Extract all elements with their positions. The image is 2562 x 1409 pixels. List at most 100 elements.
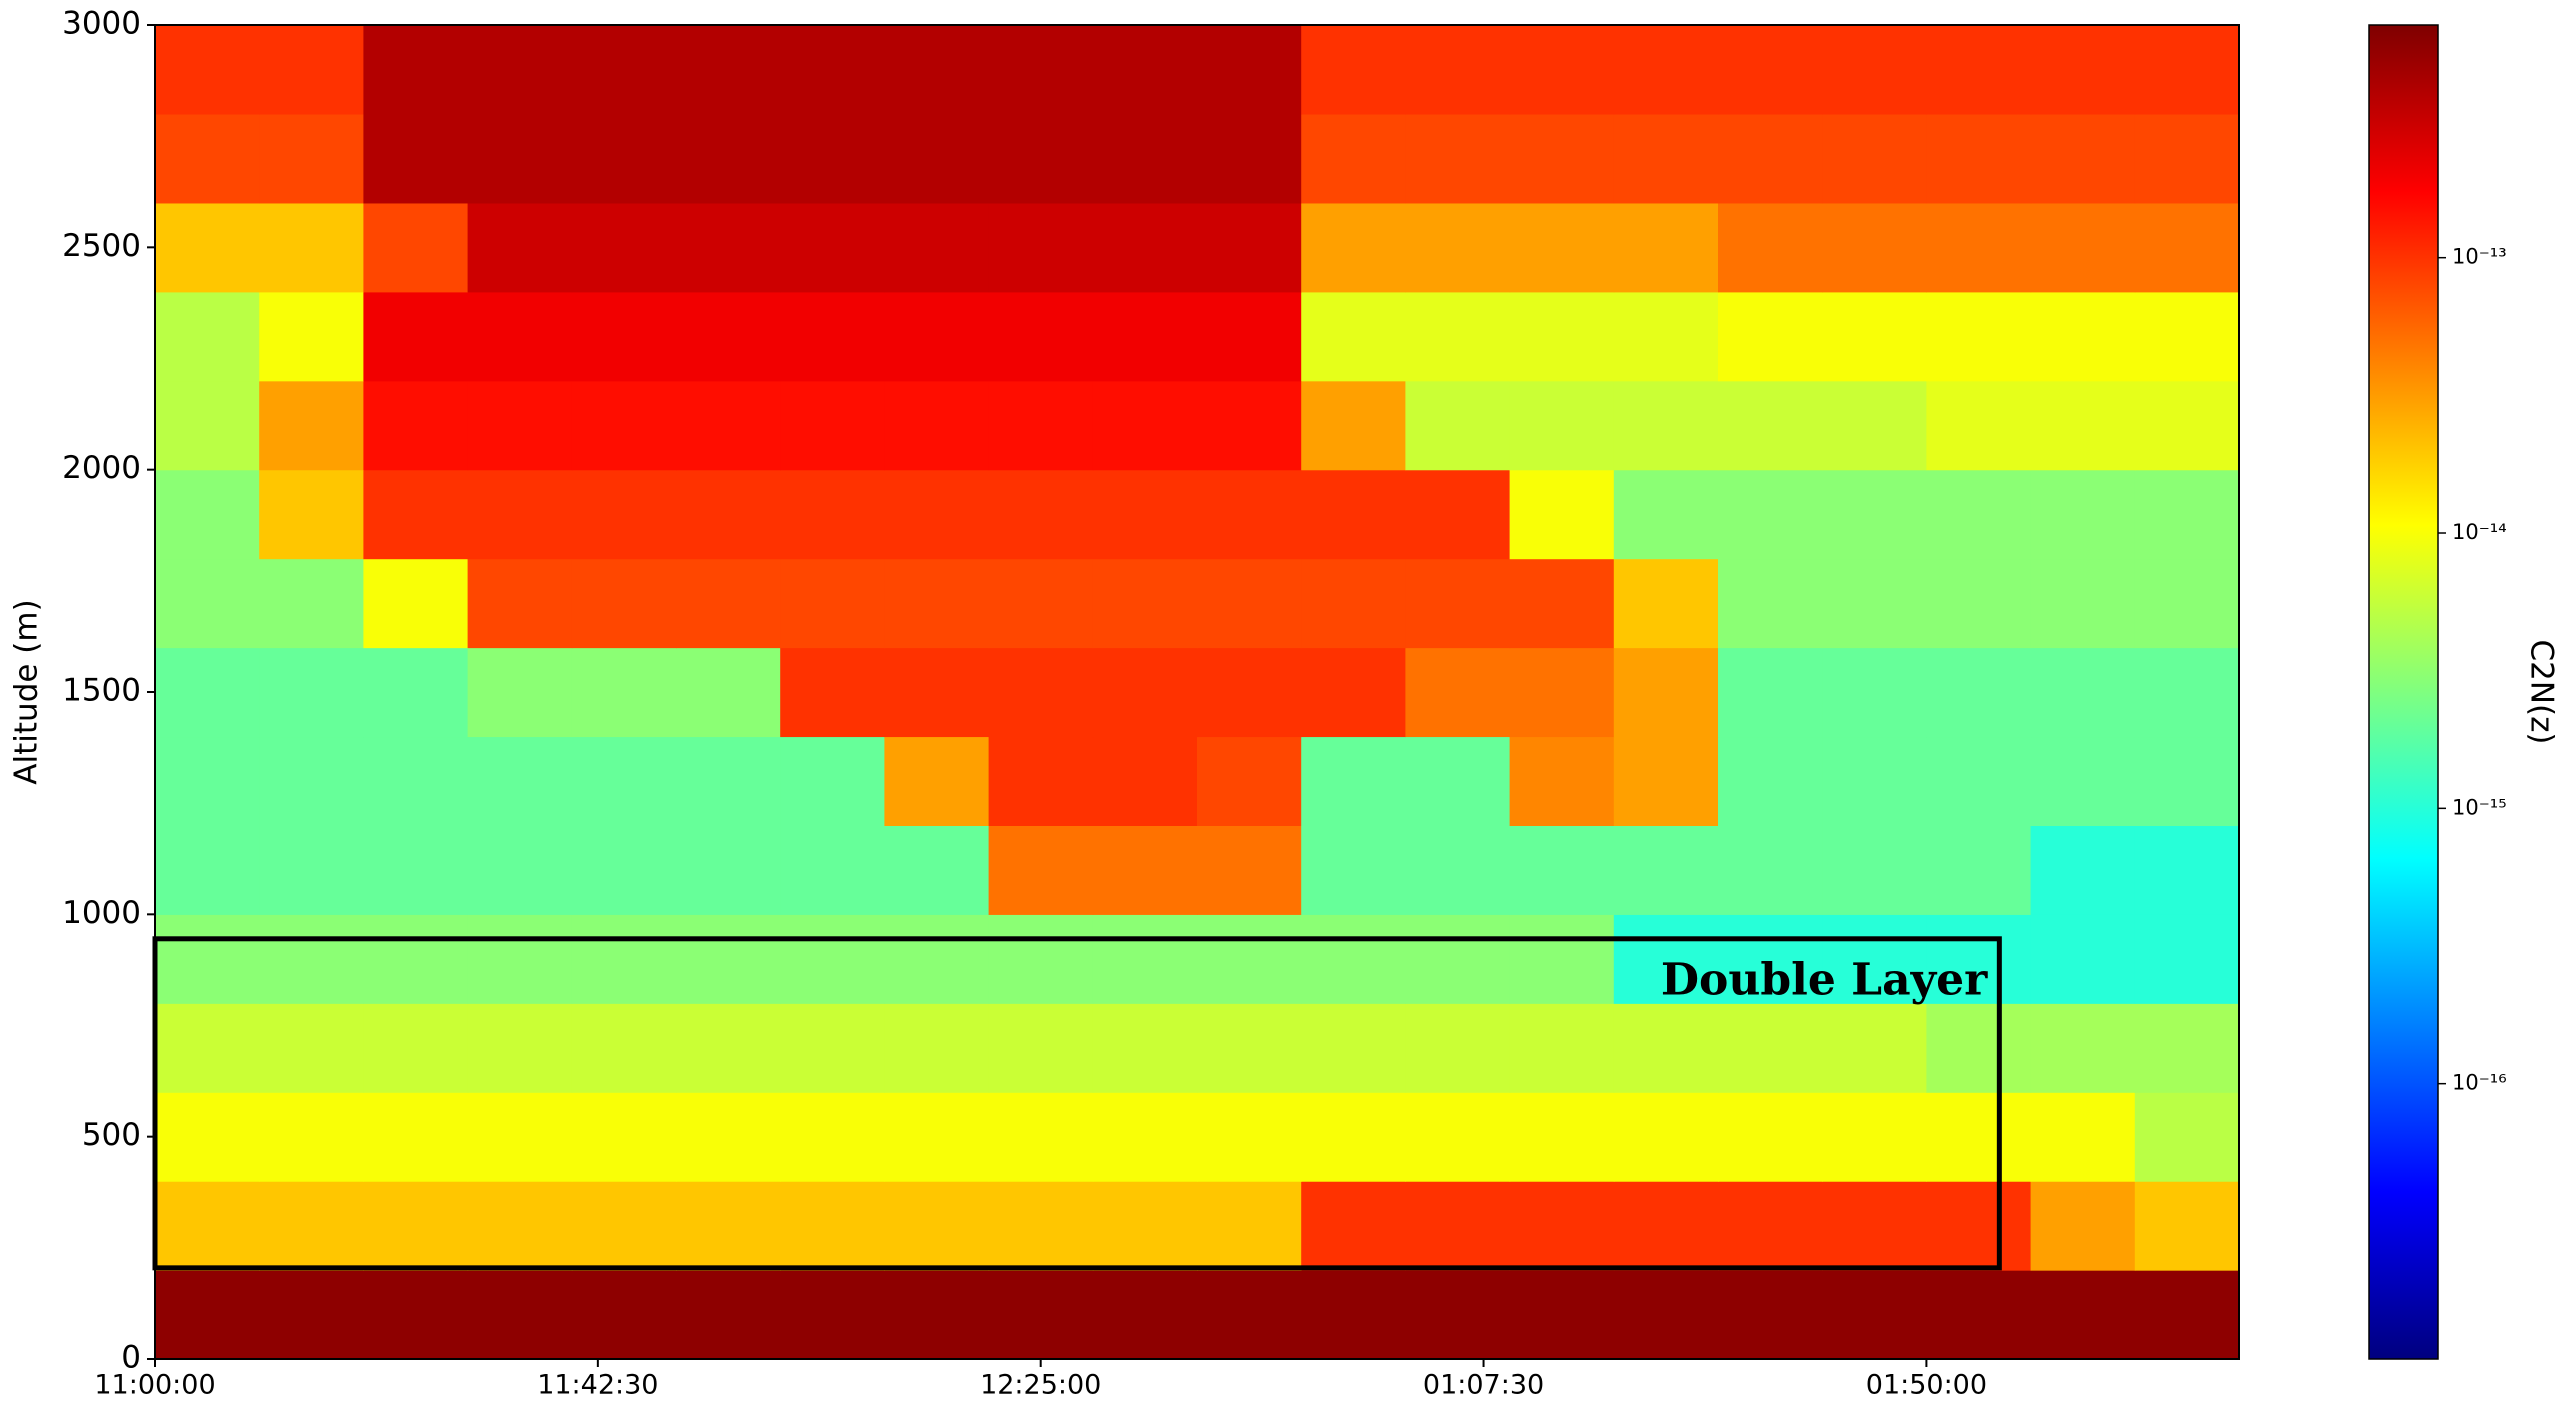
- heatmap-cell: [780, 202, 885, 293]
- heatmap-cell: [363, 113, 469, 204]
- heatmap-cell: [1926, 1092, 2032, 1182]
- heatmap-cell: [780, 1181, 885, 1271]
- heatmap-cell: [1718, 1092, 1823, 1182]
- heatmap-cell: [676, 1092, 781, 1182]
- heatmap-cell: [988, 113, 1094, 204]
- heatmap-cell: [155, 202, 260, 293]
- heatmap-cell: [676, 914, 781, 1004]
- heatmap-cell: [1197, 25, 1302, 115]
- heatmap-cell: [676, 291, 781, 382]
- heatmap-cell: [1718, 1003, 1823, 1093]
- heatmap-cell: [1926, 113, 2032, 204]
- heatmap-cell: [1718, 113, 1823, 204]
- heatmap-cell: [1718, 469, 1823, 560]
- heatmap-cell: [1822, 469, 1927, 560]
- heatmap-cell: [1822, 914, 1927, 1004]
- heatmap-cell: [1509, 1092, 1615, 1182]
- heatmap-cell: [2030, 25, 2136, 115]
- heatmap-cell: [1926, 914, 2032, 1004]
- colorbar-tick-label: 10⁻¹⁴: [2452, 520, 2507, 544]
- heatmap-cell: [1509, 202, 1615, 293]
- heatmap-cell: [1613, 1270, 1719, 1360]
- heatmap-cell: [1613, 113, 1719, 204]
- heatmap-cell: [1926, 1003, 2032, 1093]
- heatmap-cell: [1092, 202, 1198, 293]
- heatmap-cell: [467, 825, 573, 915]
- heatmap-cell: [1092, 1270, 1198, 1360]
- heatmap-cell: [467, 380, 573, 471]
- heatmap-cell: [1718, 202, 1823, 293]
- heatmap-cell: [2030, 469, 2136, 560]
- heatmap-cell: [2134, 825, 2240, 915]
- heatmap-cell: [363, 291, 469, 382]
- heatmap-cell: [259, 558, 364, 649]
- heatmap-cell: [1926, 202, 2032, 293]
- heatmap-cell: [1405, 202, 1511, 293]
- heatmap-cell: [1405, 558, 1511, 649]
- heatmap-cell: [1092, 825, 1198, 915]
- heatmap-cell: [1197, 1270, 1302, 1360]
- heatmap-cell: [1509, 736, 1615, 826]
- heatmap-cell: [1509, 25, 1615, 115]
- heatmap-cell: [1405, 647, 1511, 738]
- heatmap-cell: [780, 1270, 885, 1360]
- heatmap-cell: [467, 113, 573, 204]
- heatmap-cell: [1092, 647, 1198, 738]
- colorbar-tick-label: 10⁻¹³: [2452, 245, 2507, 269]
- heatmap-cell: [1301, 202, 1406, 293]
- heatmap-cell: [676, 469, 781, 560]
- heatmap-cell: [1613, 736, 1719, 826]
- heatmap-cell: [2134, 1270, 2240, 1360]
- y-tick-label: 0: [121, 1340, 141, 1376]
- heatmap-cell: [1509, 1003, 1615, 1093]
- heatmap-cell: [2030, 1092, 2136, 1182]
- heatmap-cell: [780, 736, 885, 826]
- heatmap-cell: [155, 25, 260, 115]
- heatmap-cell: [780, 558, 885, 649]
- heatmap-cell: [363, 914, 469, 1004]
- heatmap-cell: [1197, 558, 1302, 649]
- heatmap-cell: [1197, 1181, 1302, 1271]
- heatmap-cell: [1197, 736, 1302, 826]
- heatmap-cell: [988, 25, 1094, 115]
- heatmap-cell: [676, 25, 781, 115]
- heatmap-cell: [884, 291, 990, 382]
- heatmap-cell: [1509, 647, 1615, 738]
- heatmap-cell: [884, 647, 990, 738]
- heatmap-cell: [1926, 291, 2032, 382]
- x-tick-label: 11:42:30: [537, 1370, 658, 1401]
- heatmap-cell: [1301, 25, 1406, 115]
- heatmap-cell: [259, 291, 364, 382]
- y-tick-label: 1000: [62, 895, 141, 931]
- heatmap-cell: [571, 469, 677, 560]
- heatmap-cell: [467, 647, 573, 738]
- heatmap-cell: [155, 647, 260, 738]
- heatmap-cell: [363, 1270, 469, 1360]
- heatmap-cell: [259, 914, 364, 1004]
- heatmap-cell: [2134, 647, 2240, 738]
- heatmap-cell: [467, 1270, 573, 1360]
- heatmap-cell: [1405, 825, 1511, 915]
- heatmap-cell: [1718, 25, 1823, 115]
- heatmap-cell: [155, 914, 260, 1004]
- heatmap-cell: [1197, 202, 1302, 293]
- heatmap-cell: [2030, 558, 2136, 649]
- heatmap-cell: [1197, 825, 1302, 915]
- heatmap-cell: [2134, 736, 2240, 826]
- heatmap-cell: [2134, 25, 2240, 115]
- heatmap-cell: [1822, 1092, 1927, 1182]
- heatmap-cell: [884, 380, 990, 471]
- heatmap-cell: [1613, 1003, 1719, 1093]
- heatmap-cell: [363, 202, 469, 293]
- heatmap-cell: [1197, 380, 1302, 471]
- x-tick-label: 01:07:30: [1423, 1370, 1544, 1401]
- heatmap-cell: [1613, 1092, 1719, 1182]
- heatmap-cell: [1092, 469, 1198, 560]
- heatmap-cell: [1926, 736, 2032, 826]
- heatmap-cell: [884, 25, 990, 115]
- heatmap-cell: [571, 914, 677, 1004]
- heatmap-cell: [988, 202, 1094, 293]
- heatmap-cell: [1509, 914, 1615, 1004]
- heatmap-cell: [467, 469, 573, 560]
